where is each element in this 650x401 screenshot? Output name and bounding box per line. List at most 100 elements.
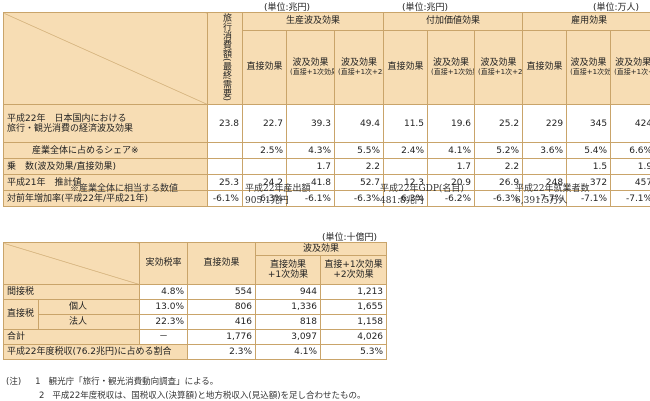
table-row: 直接税 個人 13.0% 806 1,336 1,655 xyxy=(3,299,388,330)
table-row: 法人 22.3% 416 818 1,158 xyxy=(4,314,388,330)
table1-corner xyxy=(3,11,208,106)
ref-output: 平成22年産出額 905.1兆円 xyxy=(245,184,311,207)
cell: 424 xyxy=(610,104,650,144)
cell: 554 xyxy=(187,284,256,300)
cell: － xyxy=(139,329,188,345)
unit-value-added: (単位:兆円) xyxy=(402,3,449,13)
cell: 23.8 xyxy=(207,104,243,144)
table-row: 間接税 4.8% 554 944 1,213 xyxy=(3,284,388,300)
cell: -7.7% xyxy=(522,190,568,208)
cell: 1.9 xyxy=(610,158,650,176)
header-ripple2: 波及効果(直接+1次+2次効果) xyxy=(474,29,524,106)
cell: -6.3% xyxy=(242,190,287,208)
unit-employment: (単位:万人) xyxy=(593,3,640,13)
cell: 26.9 xyxy=(474,174,524,192)
cell: 416 xyxy=(187,314,256,330)
cell: 345 xyxy=(566,104,612,144)
cell: 4.3% xyxy=(286,142,335,160)
cell: 2.2 xyxy=(333,158,385,176)
cell: 25.3 xyxy=(207,174,243,192)
cell: 5.3% xyxy=(319,344,388,360)
cell: 229 xyxy=(522,104,568,144)
tax-revenue-table: 実効税率 直接効果 波及効果 直接効果 +1次効果 直接+1次効果 +2次効果 間接… xyxy=(3,242,388,360)
cell: 22.7 xyxy=(242,104,287,144)
cell: 1.5 xyxy=(566,158,612,176)
header-ripple1: 波及効果(直接+1次効果) xyxy=(286,29,335,106)
table-row: 乗 数(波及効果/直接効果) 1.7 2.2 1.7 2.2 1.5 1.9 xyxy=(3,158,650,176)
cell: 4.1% xyxy=(427,142,476,160)
unit-production: (単位:兆円) xyxy=(264,3,311,13)
cell: 12.3 xyxy=(383,174,429,192)
cell: -6.3% xyxy=(333,190,385,208)
cell: 1.7 xyxy=(286,158,335,176)
economic-ripple-table: 旅行消費額(最終需要) 生産波及効果 付加価値効果 雇用効果 直接効果 波及効果… xyxy=(3,11,650,208)
header-ripple1: 波及効果(直接+1次効果) xyxy=(427,29,476,106)
cell: 806 xyxy=(187,299,256,315)
table-row: 産業全体に占めるシェア※ 2.5% 4.3% 5.5% 2.4% 4.1% 5.… xyxy=(3,142,650,160)
ref-employment: 平成22年就業者数 6,391.5万人 xyxy=(515,184,590,207)
header-ripple1: 直接効果 +1次効果 xyxy=(255,255,321,285)
header-employment: 雇用効果 xyxy=(522,12,650,31)
row-label-direct-tax: 直接税 xyxy=(3,299,39,330)
cell: 6.6% xyxy=(610,142,650,160)
row-label: 個人 xyxy=(38,299,140,315)
header-direct: 直接効果 xyxy=(187,242,256,285)
header-ripple: 波及効果 xyxy=(254,242,388,256)
ref-gdp: 平成22年GDP(名目) 481.8兆円 xyxy=(380,184,464,207)
cell: -6.3% xyxy=(474,190,524,208)
cell: 1,655 xyxy=(319,299,388,315)
cell: 1.7 xyxy=(427,158,476,176)
cell: 1,776 xyxy=(187,329,256,345)
table-row: 対前年増加率(平成22年/平成21年) -6.1% -6.3% -6.1% -6… xyxy=(3,190,650,208)
header-direct: 直接効果 xyxy=(522,29,568,106)
cell: 2.3% xyxy=(187,344,256,360)
cell: 2.4% xyxy=(383,142,429,160)
unit-tax: (単位:十億円) xyxy=(322,233,378,243)
header-ripple2: 波及効果(直接+1次+2次効果) xyxy=(610,29,650,106)
header-ripple1: 波及効果(直接+1次効果) xyxy=(566,29,612,106)
row-label: 法人 xyxy=(38,314,140,330)
row-label: 間接税 xyxy=(3,284,140,300)
cell: 818 xyxy=(255,314,321,330)
cell: 3,097 xyxy=(255,329,321,345)
header-direct: 直接効果 xyxy=(242,29,287,106)
header-travel-consumption: 旅行消費額(最終需要) xyxy=(207,11,243,106)
header-direct: 直接効果 xyxy=(383,29,429,106)
cell: -6.1% xyxy=(286,190,335,208)
cell xyxy=(207,158,243,176)
row-label: 合計 xyxy=(3,329,140,345)
cell: 13.0% xyxy=(139,299,188,315)
cell xyxy=(242,158,287,176)
cell: 5.2% xyxy=(474,142,524,160)
cell: 5.5% xyxy=(333,142,385,160)
cell: 248 xyxy=(522,174,568,192)
cell: 52.7 xyxy=(333,174,385,192)
header-ripple2: 直接+1次効果 +2次効果 xyxy=(319,255,388,285)
cell: 372 xyxy=(566,174,612,192)
cell: 1,213 xyxy=(319,284,388,300)
cell: 3.6% xyxy=(522,142,568,160)
row-label: 乗 数(波及効果/直接効果) xyxy=(3,158,208,176)
header-value-added: 付加価値効果 xyxy=(383,12,524,31)
cell: 22.3% xyxy=(139,314,188,330)
cell: 944 xyxy=(255,284,321,300)
note-1: (注) 1 観光庁「旅行・観光消費動向調査」による。 xyxy=(6,377,219,387)
cell: 1,158 xyxy=(319,314,388,330)
header-ripple2: 波及効果(直接+1次+2次効果) xyxy=(333,29,385,106)
cell: -7.1% xyxy=(610,190,650,208)
cell: 2.2 xyxy=(474,158,524,176)
cell: 49.4 xyxy=(333,104,385,144)
table2-corner xyxy=(3,242,140,285)
table-row: 合計 － 1,776 3,097 4,026 xyxy=(3,329,388,345)
row-label: 平成22年度税収(76.2兆円)に占める割合 xyxy=(3,344,188,360)
cell: 11.5 xyxy=(383,104,429,144)
cell xyxy=(383,158,429,176)
cell: 19.6 xyxy=(427,104,476,144)
cell: 2.5% xyxy=(242,142,287,160)
table-row: 平成22年 日本国内における 旅行・観光消費の経済波及効果 23.8 22.7 3… xyxy=(3,104,650,144)
cell xyxy=(522,158,568,176)
note-2: 2 平成22年度税収は、国税収入(決算額)と地方税収入(見込額)を足し合わせたもの… xyxy=(39,391,366,401)
cell: 39.3 xyxy=(286,104,335,144)
cell: 25.2 xyxy=(474,104,524,144)
table-row: 平成22年度税収(76.2兆円)に占める割合 2.3% 4.1% 5.3% xyxy=(3,344,388,360)
